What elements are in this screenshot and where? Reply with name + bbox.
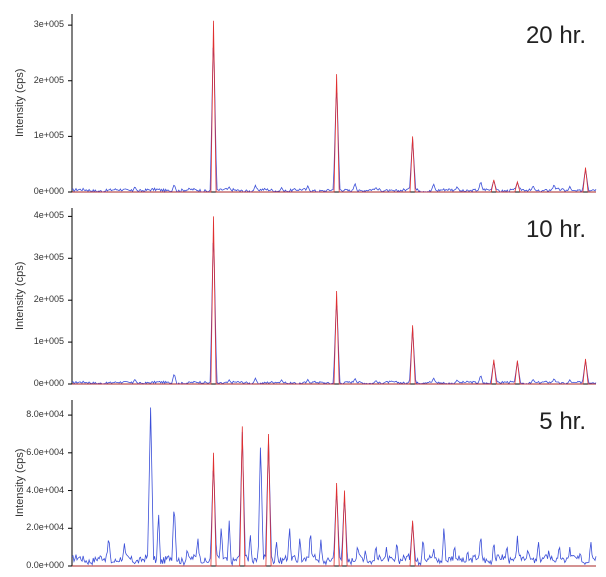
chart-svg [0,202,606,388]
y-tick-label: 0e+000 [0,378,64,388]
y-axis-label: Intensity (cps) [14,262,26,330]
chart-panel-p20: 0e+000 1e+005 2e+005 3e+005 Intensity (cps) 2… [0,8,606,196]
y-tick-label: 1e+005 [0,130,64,140]
y-tick-label: 2e+005 [0,294,64,304]
chart-svg [0,8,606,196]
chart-panel-p5: 0.0e+000 2.0e+004 4.0e+004 6.0e+004 8.0e+004… [0,394,606,570]
y-tick-label: 3e+005 [0,19,64,29]
y-axis-label: Intensity (cps) [14,69,26,137]
y-tick-label: 4.0e+004 [0,485,64,495]
series-blue [72,408,596,565]
y-tick-label: 0.0e+000 [0,560,64,570]
y-tick-label: 4e+005 [0,210,64,220]
y-tick-label: 2.0e+004 [0,522,64,532]
y-tick-label: 3e+005 [0,252,64,262]
chart-svg [0,394,606,570]
y-tick-label: 8.0e+004 [0,409,64,419]
panel-annotation: 20 hr. [526,22,586,50]
y-tick-label: 2e+005 [0,75,64,85]
y-tick-label: 6.0e+004 [0,447,64,457]
y-axis-label: Intensity (cps) [14,449,26,517]
y-tick-label: 0e+000 [0,186,64,196]
panel-annotation: 10 hr. [526,216,586,244]
series-blue [72,48,596,192]
chart-panel-p10: 0e+000 1e+005 2e+005 3e+005 4e+005 Intensity … [0,202,606,388]
y-tick-label: 1e+005 [0,336,64,346]
panel-annotation: 5 hr. [539,408,586,436]
